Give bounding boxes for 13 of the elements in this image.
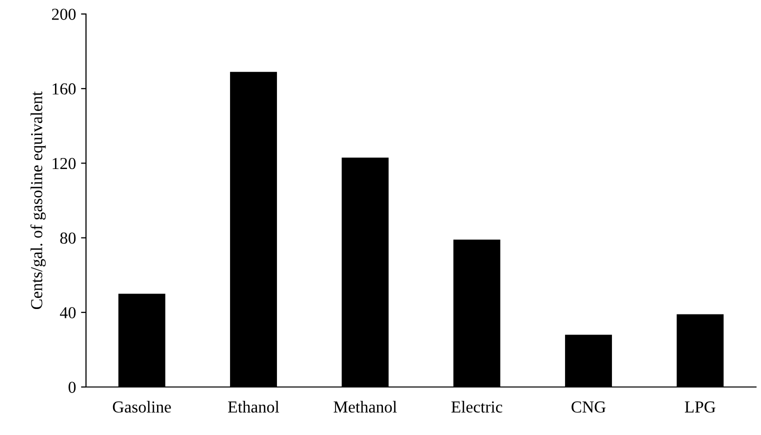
x-tick-label: LPG <box>684 401 716 413</box>
y-tick-label: 0 <box>68 382 76 393</box>
y-tick-label: 120 <box>52 158 76 170</box>
y-axis-title: Cents/gal. of gasoline equivalent <box>30 91 46 310</box>
y-tick-label: 80 <box>60 232 76 244</box>
x-tick-label: Electric <box>451 400 502 413</box>
y-tick-label: 40 <box>60 307 76 318</box>
y-tick-label: 160 <box>52 83 76 95</box>
y-tick-label: 200 <box>52 8 76 20</box>
x-tick-label: Methanol <box>334 400 397 413</box>
x-tick-label: CNG <box>572 401 606 413</box>
x-tick-label: Ethanol <box>228 400 280 413</box>
x-tick-label: Gasoline <box>112 400 171 413</box>
